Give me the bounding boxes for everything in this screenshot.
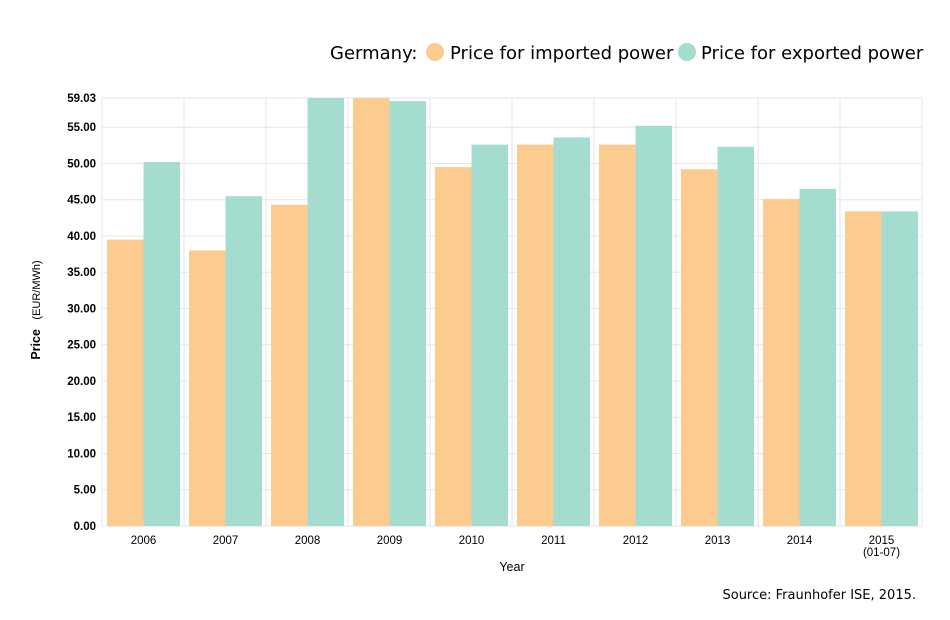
x-axis-label: Year <box>499 560 524 574</box>
bar-exported-2009 <box>389 101 426 526</box>
bar-exported-2011 <box>553 137 590 526</box>
bar-imported-2009 <box>353 98 390 526</box>
x-tick-label: 2011 <box>541 535 566 547</box>
x-tick-label: 2009 <box>377 535 403 547</box>
x-tick-label: 2006 <box>131 535 157 547</box>
y-tick-label: 45.00 <box>67 195 96 207</box>
x-tick-label: 2008 <box>295 535 321 547</box>
bar-exported-2014 <box>799 188 836 526</box>
legend: Germany: Price for imported power Price … <box>330 43 924 64</box>
bar-exported-2008 <box>307 98 344 526</box>
x-tick-label: 2007 <box>213 535 239 547</box>
bar-imported-2014 <box>763 199 800 526</box>
bar-exported-2012 <box>635 125 672 527</box>
x-tick-label: 2013 <box>705 535 731 547</box>
y-tick-label: 15.00 <box>67 412 96 424</box>
y-axis-label: Price (EUR/MWh) <box>29 260 43 359</box>
legend-swatch-imported <box>426 43 444 61</box>
bar-exported-2007 <box>225 196 262 526</box>
bar-exported-2015 <box>881 211 918 526</box>
x-tick-label: 2010 <box>459 535 485 547</box>
legend-label-exported: Price for exported power <box>701 43 924 64</box>
x-tick-label: 2014 <box>787 535 813 547</box>
bar-imported-2007 <box>189 250 226 527</box>
bar-imported-2015 <box>845 211 882 526</box>
bar-imported-2011 <box>517 144 554 526</box>
legend-label-imported: Price for imported power <box>450 43 674 64</box>
y-tick-label: 10.00 <box>67 448 96 460</box>
bar-imported-2012 <box>599 144 636 526</box>
y-tick-labels: 0.00 5.00 10.00 15.00 20.00 25.00 30.00 35.00 40… <box>67 93 96 533</box>
y-axis-label-unit: (EUR/MWh) <box>31 260 43 319</box>
bar-imported-2006 <box>107 239 144 526</box>
bar-imported-2008 <box>271 204 308 527</box>
y-tick-label: 5.00 <box>74 485 96 497</box>
bars <box>107 98 918 527</box>
y-axis-label-main: Price <box>29 329 43 360</box>
y-tick-label: 0.00 <box>74 521 96 533</box>
y-tick-label: 55.00 <box>67 122 96 134</box>
y-tick-label: 30.00 <box>67 303 96 315</box>
bar-exported-2010 <box>471 144 508 526</box>
x-tick-label: 2015 <box>869 535 895 547</box>
bar-exported-2013 <box>717 146 754 526</box>
x-tick-labels: 2006 2007 2008 2009 2010 2011 2012 2013 2014 2015… <box>131 535 901 559</box>
y-tick-label: 59.03 <box>67 93 96 105</box>
x-tick-sublabel: (01-07) <box>863 547 900 559</box>
y-tick-label: 40.00 <box>67 231 96 243</box>
y-tick-label: 35.00 <box>67 267 96 279</box>
bar-exported-2006 <box>143 162 180 527</box>
y-tick-label: 25.00 <box>67 340 96 352</box>
bar-imported-2013 <box>681 169 718 526</box>
y-tick-label: 50.00 <box>67 158 96 170</box>
bar-imported-2010 <box>435 167 472 526</box>
source-note: Source: Fraunhofer ISE, 2015. <box>722 588 916 603</box>
y-tick-label: 20.00 <box>67 376 96 388</box>
x-tick-label: 2012 <box>623 535 649 547</box>
legend-prefix: Germany: <box>330 43 418 64</box>
legend-swatch-exported <box>678 43 696 61</box>
